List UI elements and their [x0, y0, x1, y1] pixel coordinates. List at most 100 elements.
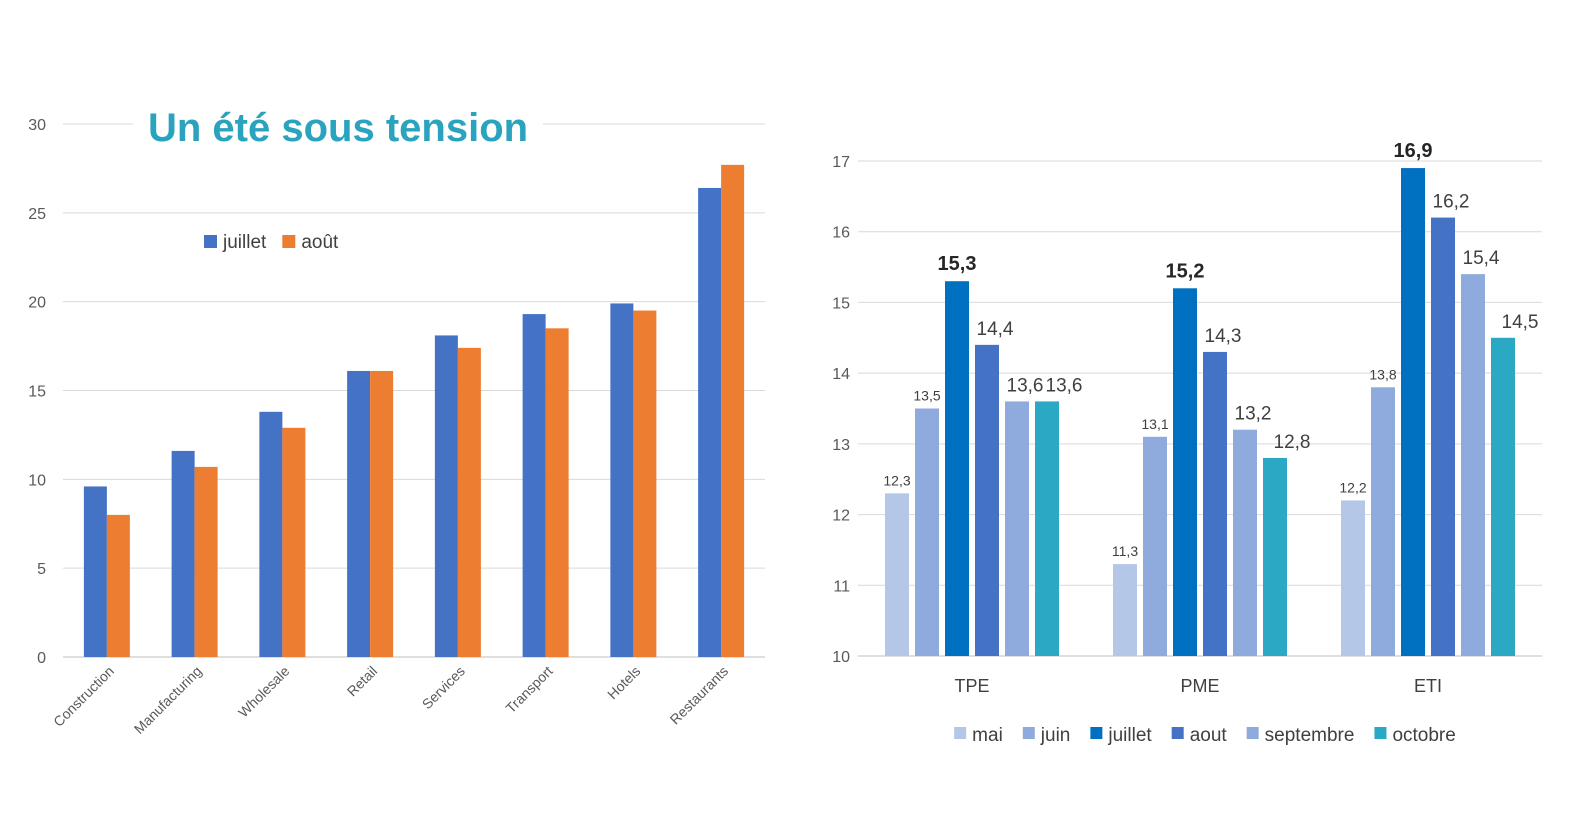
legend-item-mai: mai — [954, 725, 1003, 746]
bar-septembre-pme — [1233, 429, 1257, 656]
bar-juillet-transport — [522, 314, 546, 657]
bar-juillet-retail — [347, 370, 371, 657]
data-label-septembre-pme: 13,2 — [1235, 404, 1272, 425]
data-label-aout-pme: 14,3 — [1205, 326, 1242, 347]
legend-label-juillet: juillet — [222, 232, 267, 253]
data-label-septembre-eti: 15,4 — [1463, 248, 1500, 269]
bar-juillet-hotels — [610, 303, 634, 657]
y-tick-label: 20 — [28, 295, 46, 312]
legend-item-octobre: octobre — [1374, 725, 1456, 746]
bar-septembre-eti — [1461, 274, 1485, 656]
legend-label-septembre: septembre — [1265, 725, 1355, 746]
y-tick-label: 14 — [832, 366, 850, 383]
bar-juillet-tpe — [945, 281, 969, 656]
bar-mai-eti — [1341, 500, 1365, 656]
x-tick-label-manufacturing: Manufacturing — [131, 663, 205, 737]
legend-swatch-aout — [282, 235, 296, 248]
y-tick-label: 30 — [28, 117, 46, 134]
bar-juillet-pme — [1173, 288, 1197, 656]
data-label-mai-eti: 12,2 — [1339, 479, 1366, 495]
bar-septembre-tpe — [1005, 401, 1029, 656]
bar-juin-eti — [1371, 387, 1395, 656]
bar-aout-restaurants — [721, 164, 745, 657]
data-label-juin-eti: 13,8 — [1369, 366, 1396, 382]
legend-label-juin: juin — [1040, 725, 1071, 746]
bar-aout-wholesale — [282, 427, 306, 657]
data-label-septembre-tpe: 13,6 — [1007, 375, 1044, 396]
y-tick-label: 15 — [832, 295, 850, 312]
data-label-juillet-tpe: 15,3 — [938, 253, 977, 275]
bar-aout-retail — [370, 370, 394, 657]
chart-right-by-company-size: 10 11 12 13 14 15 16 17 12,3 13,5 15,3 14,4 13,6 13,6… — [832, 140, 1542, 746]
bar-aout-eti — [1431, 217, 1455, 657]
bar-aout-hotels — [633, 310, 657, 657]
legend-label-aout: août — [301, 232, 339, 253]
legend-label-mai: mai — [972, 725, 1003, 746]
data-label-juillet-pme: 15,2 — [1166, 260, 1205, 282]
data-label-octobre-tpe: 13,6 — [1046, 375, 1083, 396]
bar-aout-tpe — [975, 344, 999, 656]
data-label-octobre-pme: 12,8 — [1274, 432, 1311, 453]
x-tick-label-services: Services — [419, 663, 468, 712]
x-tick-label-restaurants: Restaurants — [667, 663, 732, 728]
data-label-mai-pme: 11,3 — [1112, 543, 1138, 559]
legend-item-juin: juin — [1022, 725, 1071, 746]
chart-title: Un été sous tension — [148, 106, 528, 150]
x-tick-label-tpe: TPE — [954, 676, 989, 696]
data-label-juin-tpe: 13,5 — [913, 388, 940, 404]
bar-aout-pme — [1203, 351, 1227, 656]
legend-swatch-juillet — [204, 235, 217, 248]
legend-swatch-juillet — [1090, 727, 1103, 739]
y-tick-label: 10 — [28, 472, 46, 489]
bar-aout-manufacturing — [194, 466, 218, 657]
bar-juillet-construction — [83, 486, 107, 657]
legend-item-aout: aout — [1171, 725, 1228, 746]
data-label-aout-eti: 16,2 — [1433, 192, 1470, 213]
bar-octobre-pme — [1263, 458, 1287, 656]
x-tick-label-eti: ETI — [1414, 676, 1442, 696]
x-tick-label-construction: Construction — [50, 663, 117, 730]
data-label-juin-pme: 13,1 — [1141, 416, 1168, 432]
bar-octobre-tpe — [1035, 401, 1059, 656]
bar-juillet-wholesale — [259, 411, 283, 657]
bar-juin-pme — [1143, 436, 1167, 656]
legend-item-juillet: juillet — [1090, 725, 1152, 746]
bar-aout-transport — [545, 328, 569, 657]
x-tick-label-pme: PME — [1180, 676, 1219, 696]
data-label-mai-tpe: 12,3 — [883, 472, 910, 488]
x-tick-label-retail: Retail — [344, 663, 381, 700]
legend-swatch-septembre — [1246, 727, 1259, 739]
data-label-octobre-eti: 14,5 — [1502, 312, 1539, 333]
y-tick-label: 16 — [832, 225, 850, 242]
legend-label-octobre: octobre — [1392, 725, 1455, 746]
bar-mai-tpe — [885, 493, 909, 656]
bar-juillet-restaurants — [698, 187, 722, 657]
legend-item-septembre: septembre — [1246, 725, 1355, 746]
legend-swatch-juin — [1022, 727, 1035, 739]
y-tick-label: 5 — [37, 561, 46, 578]
x-tick-label-transport: Transport — [502, 663, 555, 716]
y-tick-label: 12 — [832, 508, 850, 525]
bar-aout-construction — [106, 514, 130, 657]
legend-label-aout: aout — [1190, 725, 1228, 746]
bar-aout-services — [457, 347, 481, 657]
chart-left-summer-tension: 0 5 10 15 20 25 30 Construction Manufacturing Who… — [28, 106, 765, 737]
x-tick-label-hotels: Hotels — [604, 663, 643, 702]
legend-swatch-mai — [954, 727, 967, 739]
bar-mai-pme — [1113, 564, 1137, 656]
y-tick-label: 17 — [832, 154, 850, 171]
data-label-juillet-eti: 16,9 — [1394, 140, 1433, 162]
y-tick-label: 11 — [833, 578, 850, 595]
y-tick-label: 15 — [28, 384, 46, 401]
bar-juillet-eti — [1401, 168, 1425, 657]
data-label-aout-tpe: 14,4 — [977, 319, 1014, 340]
bar-juillet-manufacturing — [171, 450, 195, 657]
y-tick-label: 25 — [28, 206, 46, 223]
bar-juillet-services — [434, 335, 458, 657]
legend-label-juillet: juillet — [1107, 725, 1152, 746]
y-tick-label: 10 — [832, 649, 850, 666]
legend-swatch-aout — [1171, 727, 1184, 739]
legend-swatch-octobre — [1374, 727, 1387, 739]
bar-juin-tpe — [915, 408, 939, 656]
